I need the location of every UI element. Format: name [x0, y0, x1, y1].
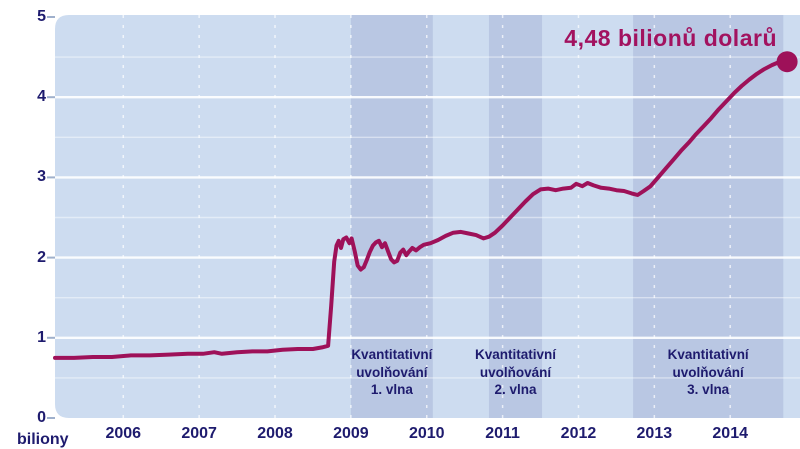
qe-annotation-3: Kvantitativní uvolňování 3. vlna	[633, 346, 783, 399]
qe-annotation-line: uvolňování	[479, 364, 552, 380]
x-tick-label: 2010	[408, 425, 445, 442]
y-tick-label: 4	[37, 88, 46, 106]
x-tick-label: 2009	[333, 425, 369, 442]
qe-band-2	[488, 15, 543, 418]
qe-annotation-1: Kvantitativní uvolňování 1. vlna	[317, 346, 467, 399]
qe-annotation-line: 3. vlna	[687, 382, 730, 397]
x-tick-label: 2012	[560, 425, 597, 442]
qe-band-3	[633, 15, 784, 418]
x-tick-label: 2006	[105, 425, 142, 442]
y-tick-label: 0	[37, 409, 46, 426]
y-axis-unit-label: biliony	[17, 431, 69, 448]
end-point-dot	[776, 51, 798, 73]
qe-annotation-line: Kvantitativní	[667, 347, 749, 362]
x-tick-label: 2011	[485, 425, 520, 442]
y-tick-label: 1	[37, 328, 46, 346]
y-tick-label: 5	[37, 8, 46, 25]
qe-annotation-line: Kvantitativní	[351, 347, 433, 362]
qe-annotation-line: uvolňování	[356, 364, 428, 380]
x-tick-label: 2014	[712, 425, 748, 442]
x-tick-label: 2008	[257, 425, 293, 442]
qe-annotation-line: 2. vlna	[494, 382, 537, 397]
qe-annotation-line: 1. vlna	[370, 382, 413, 397]
x-tick-label: 2013	[636, 425, 673, 442]
y-tick-label: 3	[37, 168, 46, 186]
end-value-annotation: 4,48 bilionů dolarů	[564, 25, 777, 51]
qe-annotation-2: Kvantitativní uvolňování 2. vlna	[441, 346, 591, 399]
qe-annotation-line: uvolňování	[672, 364, 744, 380]
y-tick-label: 2	[37, 248, 46, 266]
x-tick-label: 2007	[181, 425, 217, 442]
qe-annotation-line: Kvantitativní	[474, 347, 556, 362]
qe-band-1	[350, 15, 433, 418]
balance-line	[53, 56, 790, 360]
